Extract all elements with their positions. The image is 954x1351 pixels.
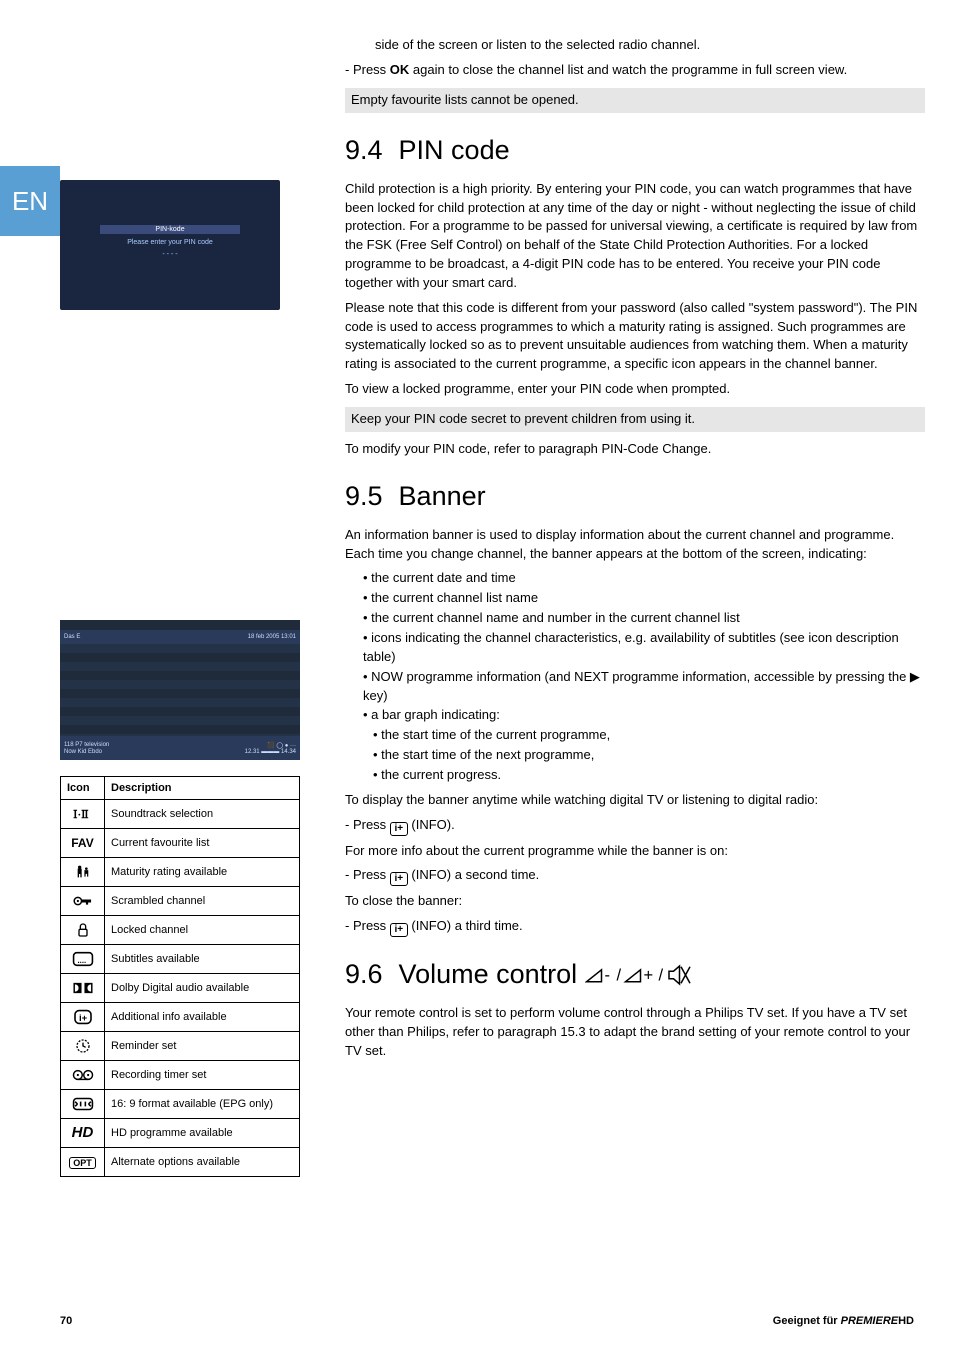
table-row-desc: Recording timer set (105, 1061, 300, 1090)
list-item: NOW programme information (and NEXT prog… (363, 668, 925, 706)
svg-text:+: + (643, 967, 653, 985)
list-item: the start time of the current programme, (373, 726, 925, 745)
locked-icon (61, 916, 105, 945)
page-footer: 70 Geeignet für PREMIEREHD (60, 1315, 914, 1327)
fav-icon: FAV (61, 829, 105, 858)
list-item: the start time of the next programme, (373, 746, 925, 765)
info-icon: i+ (61, 1003, 105, 1032)
list-item: icons indicating the channel characteris… (363, 629, 925, 667)
svg-text:-: - (604, 967, 610, 985)
pin-p1: Child protection is a high priority. By … (345, 180, 925, 293)
table-head-desc: Description (105, 777, 300, 800)
info-button-icon: i+ (390, 822, 408, 836)
widescreen-icon (61, 1090, 105, 1119)
reminder-icon (61, 1032, 105, 1061)
pin-p2: Please note that this code is different … (345, 299, 925, 374)
banner-d3: Press i+ (INFO) a third time. (345, 917, 925, 937)
section-volume-heading: 9.6 Volume control -/+/ (345, 955, 925, 994)
vol-p1: Your remote control is set to perform vo… (345, 1004, 925, 1061)
pin-note: Keep your PIN code secret to prevent chi… (345, 407, 925, 432)
section-banner-heading: 9.5Banner (345, 477, 925, 516)
banner-shot-bot-r: 12.31 ▬▬▬ 14.34 (245, 749, 296, 755)
table-row-desc: Scrambled channel (105, 887, 300, 916)
list-item: the current channel list name (363, 589, 925, 608)
table-row-desc: 16: 9 format available (EPG only) (105, 1090, 300, 1119)
banner-screenshot: Das E 18 feb 2005 13:01 118 P7 televisio… (60, 620, 300, 760)
section-pin-heading: 9.4PIN code (345, 131, 925, 170)
pin-shot-title: PIN-kode (100, 225, 240, 234)
table-row-desc: Alternate options available (105, 1148, 300, 1177)
subtitles-icon: .... (61, 945, 105, 974)
banner-p2: To display the banner anytime while watc… (345, 791, 925, 810)
right-column: side of the screen or listen to the sele… (345, 0, 925, 1351)
table-row-desc: Maturity rating available (105, 858, 300, 887)
icon-description-table: Icon Description Ⅰ·Ⅱ Soundtrack selection… (60, 776, 300, 1177)
table-row-desc: Additional info available (105, 1003, 300, 1032)
svg-text:Ⅰ·Ⅱ: Ⅰ·Ⅱ (73, 809, 89, 821)
svg-text:....: .... (77, 956, 86, 965)
table-row-desc: Locked channel (105, 916, 300, 945)
info-button-icon: i+ (390, 923, 408, 937)
pin-p4: To modify your PIN code, refer to paragr… (345, 440, 925, 459)
list-item: the current progress. (373, 766, 925, 785)
list-item: the current channel name and number in t… (363, 609, 925, 628)
table-row-desc: Soundtrack selection (105, 800, 300, 829)
banner-shot-bot-l1: 118 P7 television (64, 742, 109, 749)
left-column: PIN-kode Please enter your PIN code - - … (60, 0, 340, 1351)
soundtrack-icon: Ⅰ·Ⅱ (61, 800, 105, 829)
list-item: a bar graph indicating: (363, 706, 925, 725)
svg-text:i+: i+ (79, 1013, 88, 1024)
table-row-desc: Reminder set (105, 1032, 300, 1061)
dolby-icon (61, 974, 105, 1003)
pin-p3: To view a locked programme, enter your P… (345, 380, 925, 399)
banner-p3: For more info about the current programm… (345, 842, 925, 861)
banner-d2: Press i+ (INFO) a second time. (345, 866, 925, 886)
svg-text:/: / (616, 967, 621, 985)
intro-note: Empty favourite lists cannot be opened. (345, 88, 925, 113)
language-tab: EN (0, 166, 60, 236)
volume-icons: -/+/ (585, 963, 705, 988)
table-row-desc: Current favourite list (105, 829, 300, 858)
table-head-icon: Icon (61, 777, 105, 800)
page-number: 70 (60, 1315, 72, 1327)
banner-p4: To close the banner: (345, 892, 925, 911)
table-row-desc: Subtitles available (105, 945, 300, 974)
banner-p1: An information banner is used to display… (345, 526, 925, 564)
hd-icon: HD (61, 1119, 105, 1148)
footer-brand: Geeignet für PREMIEREHD (773, 1315, 914, 1327)
list-item: the current date and time (363, 569, 925, 588)
banner-sub-bullet-list: the start time of the current programme,… (345, 726, 925, 785)
banner-shot-top-right: 18 feb 2005 13:01 (248, 634, 296, 640)
pin-shot-msg: Please enter your PIN code (100, 239, 240, 246)
info-button-icon: i+ (390, 872, 408, 886)
svg-text:/: / (658, 967, 663, 985)
banner-shot-top-left: Das E (64, 634, 80, 640)
banner-shot-bot-l2: Now Kid Ebdo (64, 749, 102, 755)
table-row-desc: Dolby Digital audio available (105, 974, 300, 1003)
pin-screenshot: PIN-kode Please enter your PIN code - - … (60, 180, 280, 310)
pin-shot-stars: - - - - (100, 251, 240, 258)
maturity-icon (61, 858, 105, 887)
opt-icon: OPT (61, 1148, 105, 1177)
intro-line2: - Press OK again to close the channel li… (345, 61, 925, 80)
scrambled-icon (61, 887, 105, 916)
table-row-desc: HD programme available (105, 1119, 300, 1148)
banner-bullet-list: the current date and time the current ch… (345, 569, 925, 725)
banner-d1: Press i+ (INFO). (345, 816, 925, 836)
recording-icon (61, 1061, 105, 1090)
intro-line1: side of the screen or listen to the sele… (345, 36, 925, 55)
